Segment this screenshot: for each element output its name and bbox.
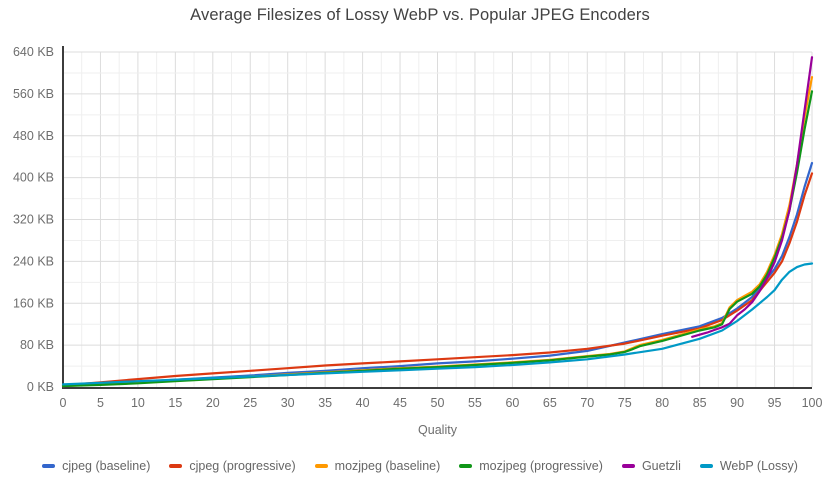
tick-label-x: 75 bbox=[618, 396, 632, 410]
legend-label: cjpeg (progressive) bbox=[189, 459, 296, 473]
tick-label-x: 0 bbox=[60, 396, 67, 410]
chart-legend: cjpeg (baseline) cjpeg (progressive) mozjp… bbox=[0, 459, 840, 473]
legend-label: mozjpeg (progressive) bbox=[479, 459, 603, 473]
tick-label-y: 640 KB bbox=[13, 45, 54, 59]
series-line-webp-lossy bbox=[61, 262, 814, 386]
axis-title-x: Quality bbox=[418, 423, 458, 437]
legend-swatch-mozjpeg-progressive bbox=[459, 464, 473, 468]
legend-item-mozjpeg-progressive: mozjpeg (progressive) bbox=[459, 459, 603, 473]
tick-label-x: 15 bbox=[168, 396, 182, 410]
legend-item-webp-lossy: WebP (Lossy) bbox=[699, 459, 798, 473]
tick-label-y: 320 KB bbox=[13, 213, 54, 227]
tick-label-y: 240 KB bbox=[13, 254, 54, 268]
series-line-guetzli bbox=[691, 56, 814, 338]
tick-label-y: 480 KB bbox=[13, 129, 54, 143]
tick-label-x: 10 bbox=[131, 396, 145, 410]
tick-label-x: 95 bbox=[768, 396, 782, 410]
tick-label-y: 160 KB bbox=[13, 296, 54, 310]
tick-label-y: 0 KB bbox=[27, 380, 54, 394]
tick-label-x: 65 bbox=[543, 396, 557, 410]
legend-item-cjpeg-progressive: cjpeg (progressive) bbox=[169, 459, 296, 473]
legend-item-mozjpeg-baseline: mozjpeg (baseline) bbox=[314, 459, 441, 473]
legend-label: Guetzli bbox=[641, 459, 681, 473]
chart-title: Average Filesizes of Lossy WebP vs. Popu… bbox=[190, 6, 650, 24]
tick-label-x: 100 bbox=[802, 396, 823, 410]
legend-item-cjpeg-baseline: cjpeg (baseline) bbox=[42, 459, 150, 473]
tick-label-y: 80 KB bbox=[20, 338, 54, 352]
tick-label-y: 400 KB bbox=[13, 171, 54, 185]
tick-label-x: 50 bbox=[431, 396, 445, 410]
tick-label-x: 70 bbox=[580, 396, 594, 410]
tick-label-x: 80 bbox=[655, 396, 669, 410]
legend-swatch-guetzli bbox=[621, 464, 635, 468]
legend-label: cjpeg (baseline) bbox=[62, 459, 151, 473]
tick-label-x: 30 bbox=[281, 396, 295, 410]
legend-label: mozjpeg (baseline) bbox=[334, 459, 441, 473]
tick-label-x: 55 bbox=[468, 396, 482, 410]
tick-label-x: 45 bbox=[393, 396, 407, 410]
series-line-cjpeg-progressive bbox=[61, 172, 814, 387]
tick-label-x: 60 bbox=[505, 396, 519, 410]
tick-label-x: 25 bbox=[243, 396, 257, 410]
tick-label-x: 90 bbox=[730, 396, 744, 410]
legend-item-guetzli: Guetzli bbox=[621, 459, 681, 473]
chart-canvas: 0 KB 80 KB 160 KB 240 KB 320 KB 400 KB 480 KB 5… bbox=[13, 45, 823, 437]
tick-label-x: 35 bbox=[318, 396, 332, 410]
legend-swatch-cjpeg-progressive bbox=[169, 464, 183, 468]
legend-swatch-cjpeg-baseline bbox=[42, 464, 56, 468]
tick-label-x: 20 bbox=[206, 396, 220, 410]
tick-label-y: 560 KB bbox=[13, 87, 54, 101]
legend-swatch-webp-lossy bbox=[699, 464, 713, 468]
legend-label: WebP (Lossy) bbox=[719, 459, 798, 473]
tick-label-x: 85 bbox=[693, 396, 707, 410]
tick-label-x: 5 bbox=[97, 396, 104, 410]
legend-swatch-mozjpeg-baseline bbox=[314, 464, 328, 468]
tick-label-x: 40 bbox=[356, 396, 370, 410]
